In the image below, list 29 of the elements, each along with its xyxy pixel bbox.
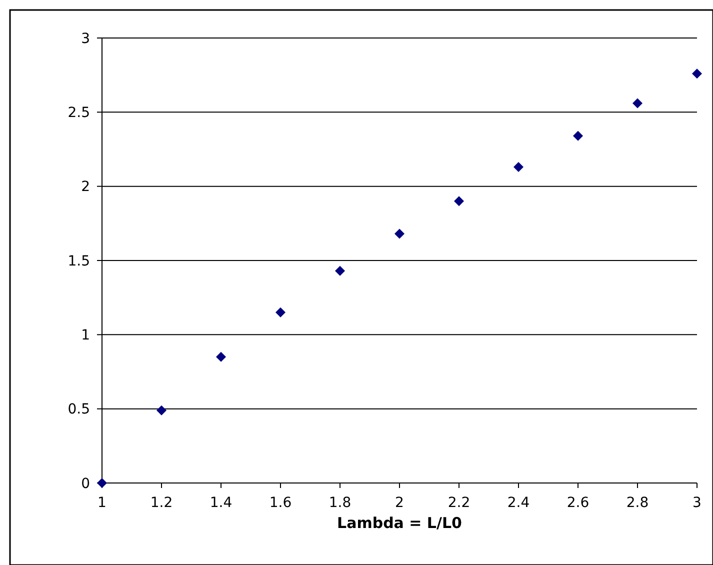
y-tick-label: 0.5 — [68, 402, 90, 418]
point — [335, 266, 345, 276]
y-tick-label: 0 — [81, 476, 90, 492]
x-tick-label: 2.8 — [626, 495, 649, 511]
point — [156, 405, 166, 416]
x-axis-title: Lambda = L/L0 — [337, 514, 462, 532]
point — [573, 130, 583, 141]
y-tick-label: 2 — [81, 179, 90, 196]
x-tick-label: 2.4 — [507, 495, 530, 511]
y-tick-label: 1.5 — [68, 253, 90, 270]
x-tick-label: 3 — [692, 495, 702, 511]
y-tick-label: 2.5 — [68, 105, 90, 122]
x-tick-label: 1.8 — [328, 495, 352, 511]
point — [632, 98, 642, 108]
y-tick-label: 3 — [81, 30, 90, 47]
x-tick-label: 2.2 — [448, 495, 470, 511]
x-tick-label: 1.6 — [269, 495, 292, 511]
point — [216, 352, 226, 362]
point — [454, 196, 464, 206]
point — [394, 228, 404, 239]
x-tick-label: 1 — [98, 495, 106, 511]
x-tick-label: 1.2 — [150, 495, 173, 511]
x-tick-label: 2.6 — [566, 495, 590, 511]
point — [514, 162, 524, 172]
x-tick-label: 1.4 — [210, 495, 232, 511]
point — [276, 307, 286, 318]
y-tick-label: 1 — [81, 328, 90, 344]
point — [692, 68, 702, 79]
x-tick-label: 2 — [395, 495, 404, 511]
